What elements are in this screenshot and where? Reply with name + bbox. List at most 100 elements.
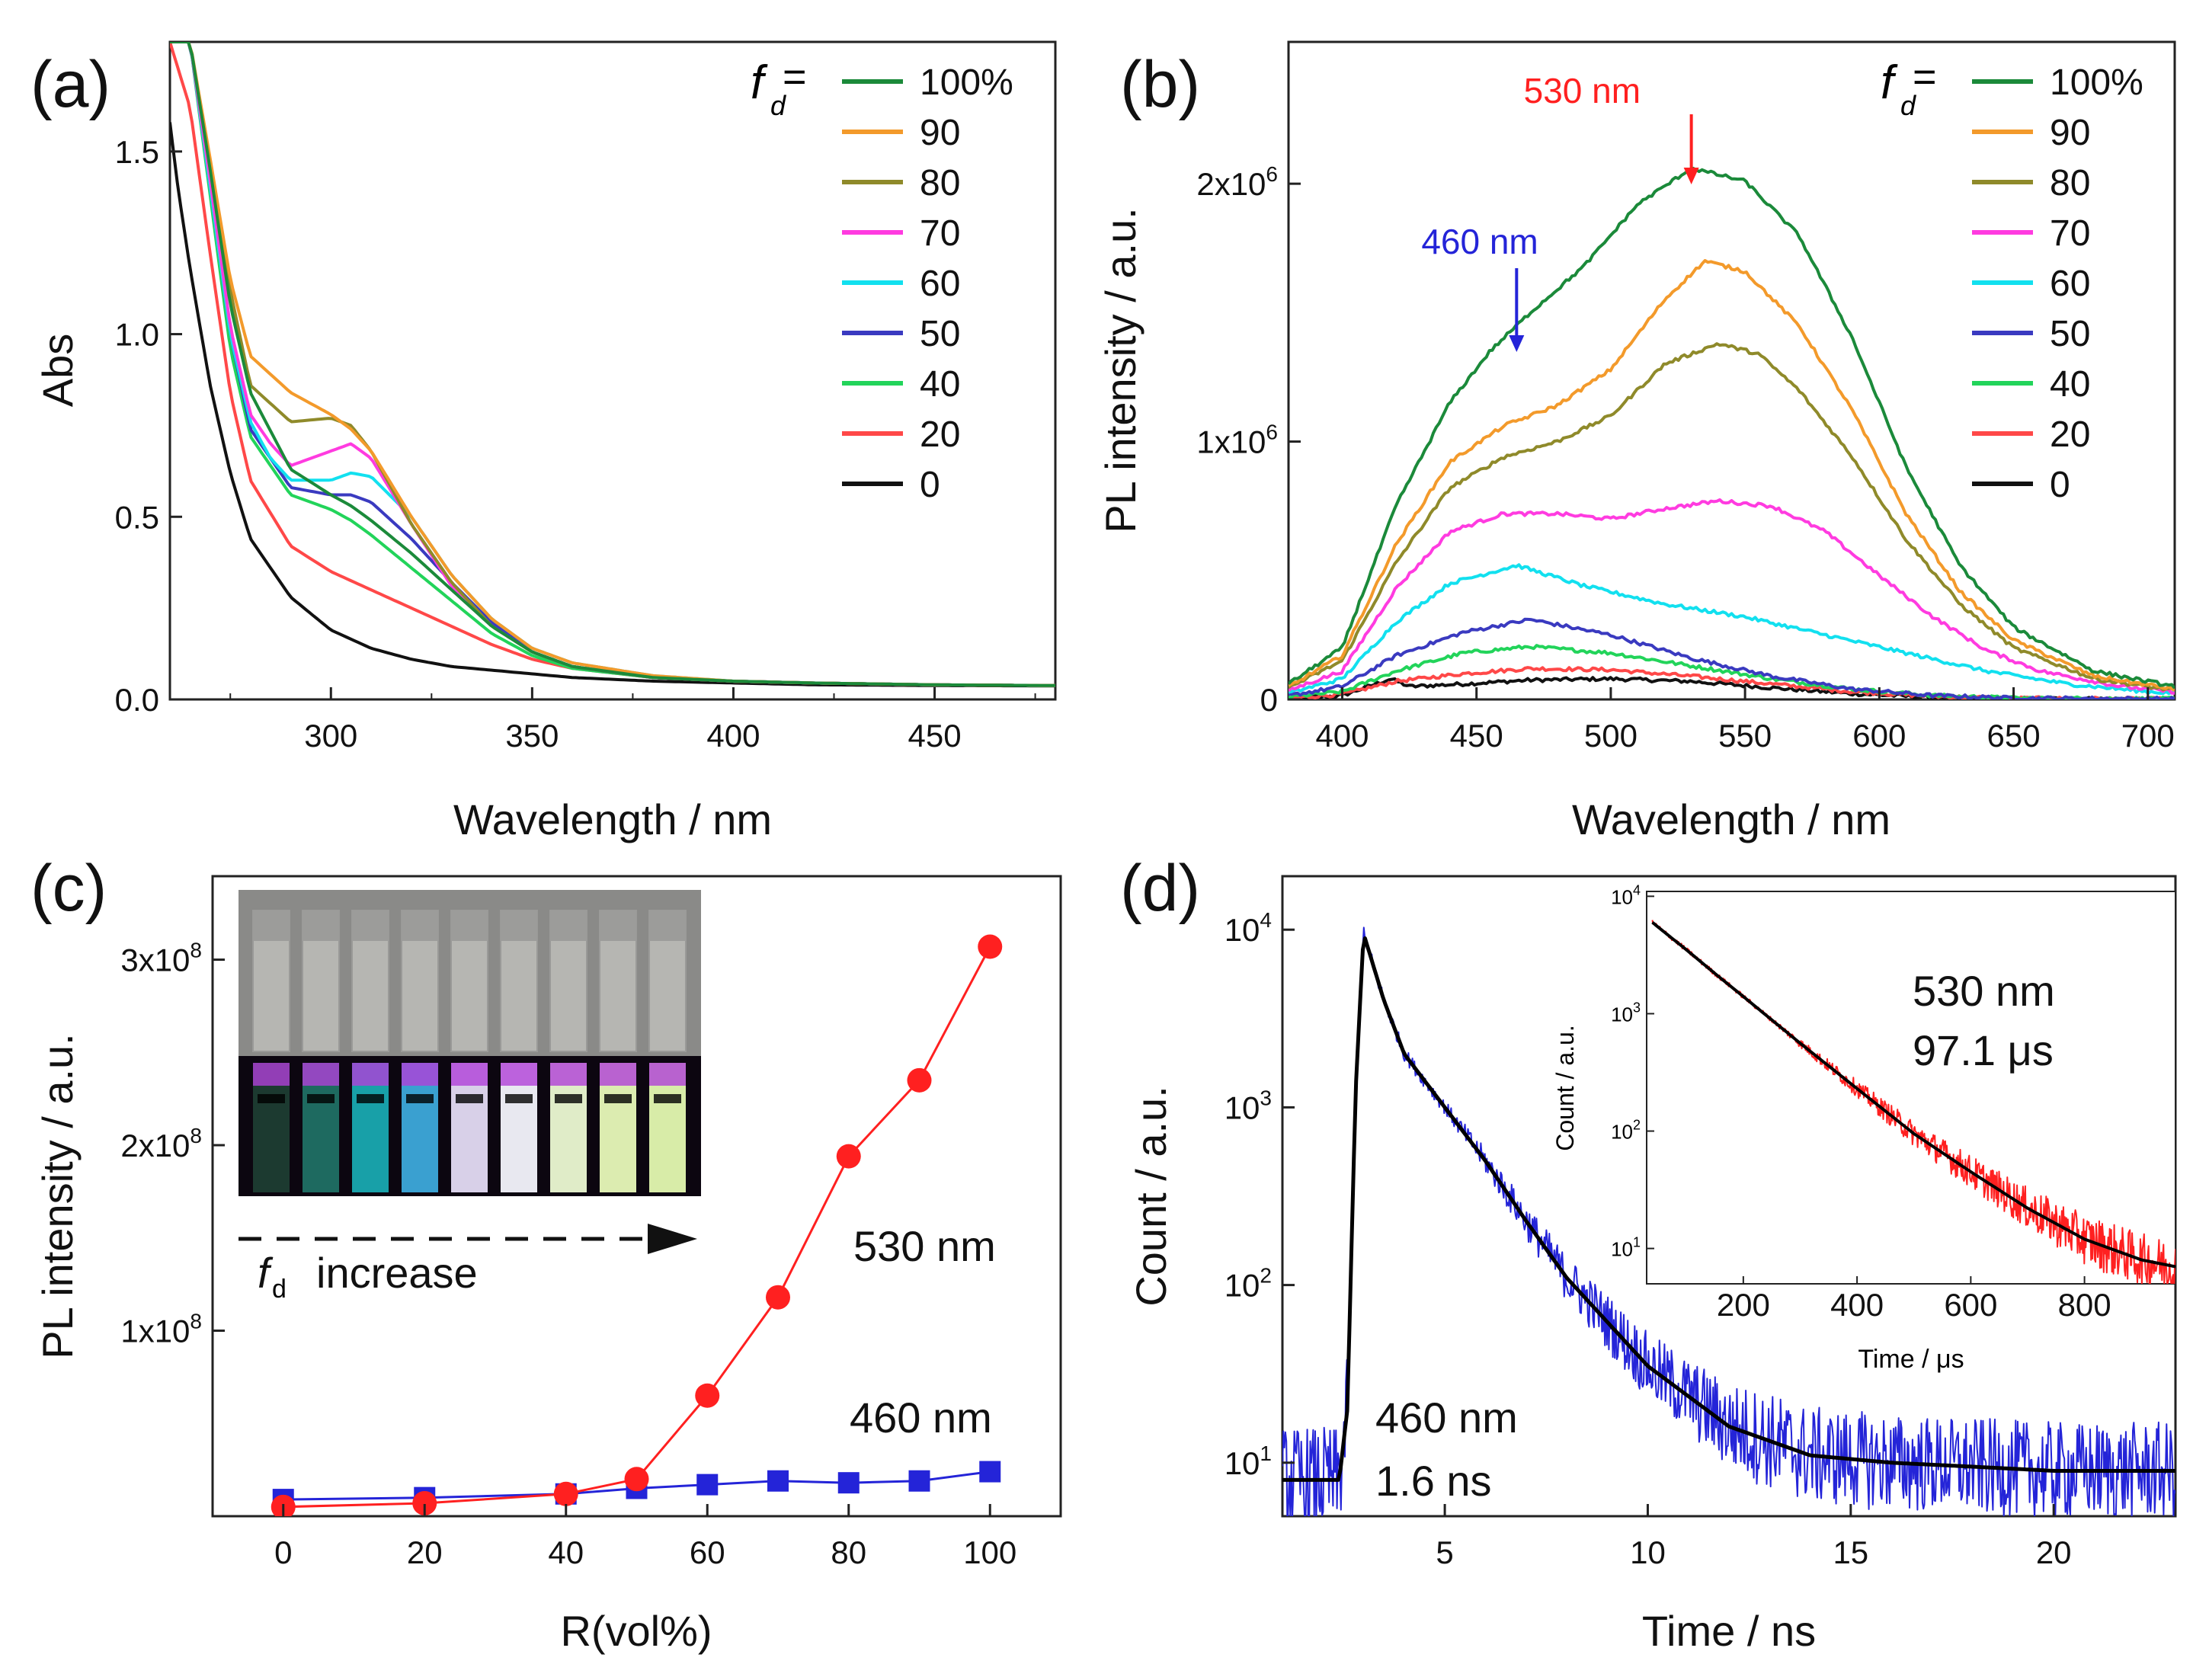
increase-arrow <box>239 1224 697 1254</box>
panel-d: (d) 5 10 15 20 101 102 103 104 460 nm 1.6 ns Ti… <box>1120 852 2177 1655</box>
x-tick-label: 0 <box>274 1534 292 1570</box>
x-tick-label: 300 <box>304 718 357 754</box>
point-530nm <box>978 934 1003 959</box>
cuvette-uv-cap <box>402 1063 438 1086</box>
y-tick-label: 103 <box>1225 1086 1272 1125</box>
cuvette-photo <box>239 890 701 1196</box>
point-460nm <box>767 1470 789 1492</box>
x-tick-label: 5 <box>1436 1534 1453 1570</box>
annotation-460-arrowhead <box>1509 335 1525 352</box>
x-tick-label: 450 <box>908 718 962 754</box>
y-tick-label: 2x106 <box>1196 162 1278 202</box>
x-tick-label: 500 <box>1584 718 1638 754</box>
legend-subscript: d <box>1900 90 1916 121</box>
x-tick-label: 650 <box>1987 718 2041 754</box>
legend-label: 50 <box>920 314 960 354</box>
point-530nm <box>695 1383 720 1408</box>
x-tick-label: 15 <box>1833 1534 1868 1570</box>
y-tick-label: 1x106 <box>1196 421 1278 460</box>
legend-label: 80 <box>2050 163 2090 203</box>
panel-b-series <box>1289 166 2175 699</box>
y-tick-label: 2x108 <box>120 1124 202 1163</box>
x-tick-label: 600 <box>1852 718 1906 754</box>
cuvette-meniscus <box>258 1094 285 1103</box>
cuvette-meniscus <box>654 1094 681 1103</box>
arrow-label-subscript: d <box>272 1275 287 1304</box>
panel-b-label: (b) <box>1120 48 1200 121</box>
x-tick-label: 400 <box>706 718 760 754</box>
cuvette-uv-cap <box>600 1063 636 1086</box>
panel-a-ylabel: Abs <box>34 334 82 408</box>
panel-c-label: (c) <box>30 852 107 925</box>
x-tick-label: 20 <box>407 1534 443 1570</box>
inset-frame <box>1646 891 2176 1285</box>
panel-b-xlabel: Wavelength / nm <box>1572 795 1890 843</box>
inset-y-tick-label: 101 <box>1611 1235 1641 1261</box>
legend-label: 100% <box>920 62 1013 103</box>
panel-d-label: (d) <box>1120 852 1200 925</box>
inset-ylabel: Count / a.u. <box>1551 1025 1579 1150</box>
legend-label: 60 <box>2050 264 2090 304</box>
y-tick-label: 1.0 <box>115 317 159 353</box>
cuvette-cap <box>550 910 587 941</box>
series-label-460: 460 nm <box>850 1394 992 1442</box>
annotation-530: 530 nm <box>1524 71 1641 110</box>
series-100- <box>170 42 1055 687</box>
cuvette-uv-cap <box>253 1063 290 1086</box>
panel-a-series <box>170 42 1055 688</box>
y-tick-label: 102 <box>1225 1264 1272 1304</box>
y-tick-label: 0.0 <box>115 682 159 718</box>
cuvette-meniscus <box>505 1094 533 1103</box>
y-tick-label: 1x108 <box>120 1310 202 1349</box>
series-90 <box>1289 259 2175 692</box>
inset-series <box>1651 920 2175 1284</box>
cuvette-cap <box>303 910 339 941</box>
cuvette-cap <box>600 910 636 941</box>
cuvette-uv-cap <box>550 1063 587 1086</box>
panel-b-ylabel: PL intensity / a.u. <box>1096 207 1145 533</box>
panel-b-legend: f d= 100% 90 80 70 60 50 40 20 0 <box>1881 54 2143 505</box>
legend-label: 80 <box>920 163 960 203</box>
legend-equals: = <box>1913 54 1937 100</box>
x-tick-label: 10 <box>1630 1534 1666 1570</box>
series-70 <box>1289 498 2175 695</box>
y-tick-label: 1.5 <box>115 134 159 170</box>
panel-d-inset: 200 400 600 800 101 102 103 104 Time / μs Count… <box>1551 882 2176 1374</box>
cuvette-meniscus <box>406 1094 434 1103</box>
legend-label: 60 <box>920 264 960 304</box>
x-tick-label: 20 <box>2036 1534 2072 1570</box>
legend-label: 20 <box>2050 414 2090 455</box>
legend-label: 70 <box>2050 213 2090 254</box>
inset-x-tick-label: 400 <box>1830 1287 1884 1323</box>
x-tick-label: 100 <box>963 1534 1016 1570</box>
point-530nm <box>907 1067 932 1093</box>
x-tick-label: 60 <box>690 1534 725 1570</box>
cuvette-cap <box>501 910 537 941</box>
annotation-460: 460 nm <box>1421 222 1538 261</box>
point-460nm <box>696 1474 719 1496</box>
cuvette-row <box>252 910 687 1192</box>
cuvette-meniscus <box>357 1094 384 1103</box>
panel-a-label: (a) <box>30 48 110 121</box>
cuvette-cap <box>253 910 290 941</box>
series-fit <box>1282 936 2175 1482</box>
inset-x-tick-label: 200 <box>1717 1287 1770 1323</box>
inset-y-tick-label: 102 <box>1611 1118 1641 1144</box>
series-fit <box>1651 921 2175 1269</box>
legend-label: 70 <box>920 213 960 254</box>
legend-label: 50 <box>2050 314 2090 354</box>
legend-symbol: f <box>1881 56 1898 109</box>
legend-label: 0 <box>920 465 940 505</box>
inset-x-tick-label: 800 <box>2058 1287 2111 1323</box>
x-tick-label: 80 <box>831 1534 866 1570</box>
x-tick-label: 450 <box>1450 718 1503 754</box>
legend-label: 100% <box>2050 62 2143 103</box>
panel-c-ticks: 0 20 40 60 80 100 1x108 2x108 3x108 <box>120 939 1016 1570</box>
x-tick-label: 40 <box>548 1534 584 1570</box>
legend-symbol: f <box>751 56 768 109</box>
arrow-label-text: increase <box>316 1249 478 1297</box>
legend-label: 40 <box>920 364 960 405</box>
panel-b-frame <box>1287 40 2176 701</box>
arrow-label-symbol: f <box>258 1249 274 1297</box>
